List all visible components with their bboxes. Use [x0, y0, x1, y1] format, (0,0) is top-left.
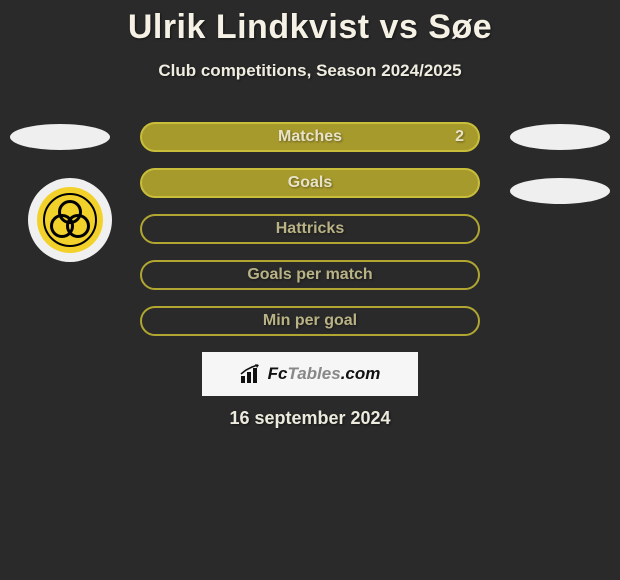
stat-label: Matches — [278, 128, 342, 146]
player1-avatar-placeholder — [10, 124, 110, 150]
player2-avatar-placeholder — [510, 124, 610, 150]
bar-chart-icon — [240, 364, 262, 384]
stat-bar: Matches 2 — [140, 122, 480, 152]
stat-bar: Goals — [140, 168, 480, 198]
stat-bar: Goals per match — [140, 260, 480, 290]
logo-part-suffix: .com — [341, 364, 381, 383]
fctables-logo: FcTables.com — [202, 352, 418, 396]
stat-label: Goals — [288, 174, 332, 192]
logo-part-tables: Tables — [287, 364, 340, 383]
stats-bars: Matches 2 Goals Hattricks Goals per match Min… — [140, 122, 480, 352]
player2-club-placeholder — [510, 178, 610, 204]
horsens-rings-icon — [43, 193, 97, 247]
club-badge-inner — [37, 187, 103, 253]
logo-part-fc: Fc — [268, 364, 288, 383]
stat-label: Hattricks — [276, 220, 344, 238]
player1-club-badge — [28, 178, 112, 262]
stat-bar: Hattricks — [140, 214, 480, 244]
page-title: Ulrik Lindkvist vs Søe — [0, 0, 620, 47]
stat-bar: Min per goal — [140, 306, 480, 336]
stat-value: 2 — [455, 128, 464, 146]
fctables-wordmark: FcTables.com — [268, 364, 381, 384]
as-of-date: 16 september 2024 — [0, 408, 620, 429]
root: Ulrik Lindkvist vs Søe Club competitions… — [0, 0, 620, 580]
stat-label: Goals per match — [247, 266, 372, 284]
stat-label: Min per goal — [263, 312, 357, 330]
page-subtitle: Club competitions, Season 2024/2025 — [0, 61, 620, 81]
